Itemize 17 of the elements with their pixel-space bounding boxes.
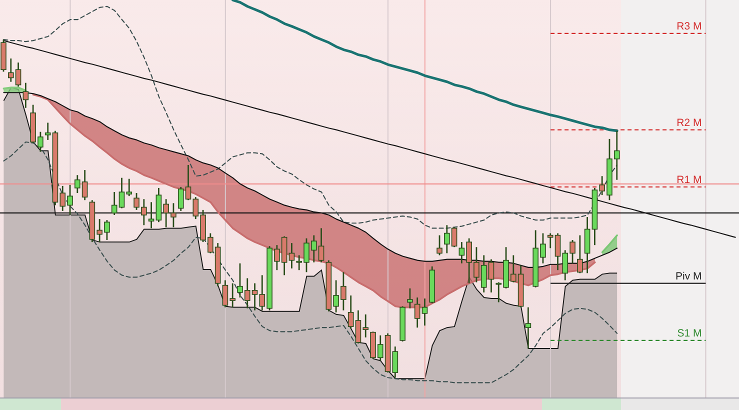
candlestick: [288, 242, 295, 270]
candlestick: [348, 294, 354, 330]
candlestick: [392, 346, 398, 378]
candlestick: [436, 234, 442, 256]
candlestick: [22, 82, 29, 109]
candlestick: [407, 288, 413, 310]
ref-line-label: R3 M: [676, 20, 702, 32]
candlestick: [44, 122, 51, 141]
ref-line-label: S1 M: [677, 327, 702, 340]
ref-line-label: R2 M: [676, 116, 702, 129]
candlestick: [414, 296, 420, 328]
candlestick: [148, 201, 154, 229]
ref-line-label: R1 M: [676, 174, 702, 186]
candlestick: [422, 298, 428, 326]
ref-line-label: Piv M: [675, 270, 702, 282]
candlestick: [577, 234, 583, 274]
candlestick: [525, 306, 532, 350]
